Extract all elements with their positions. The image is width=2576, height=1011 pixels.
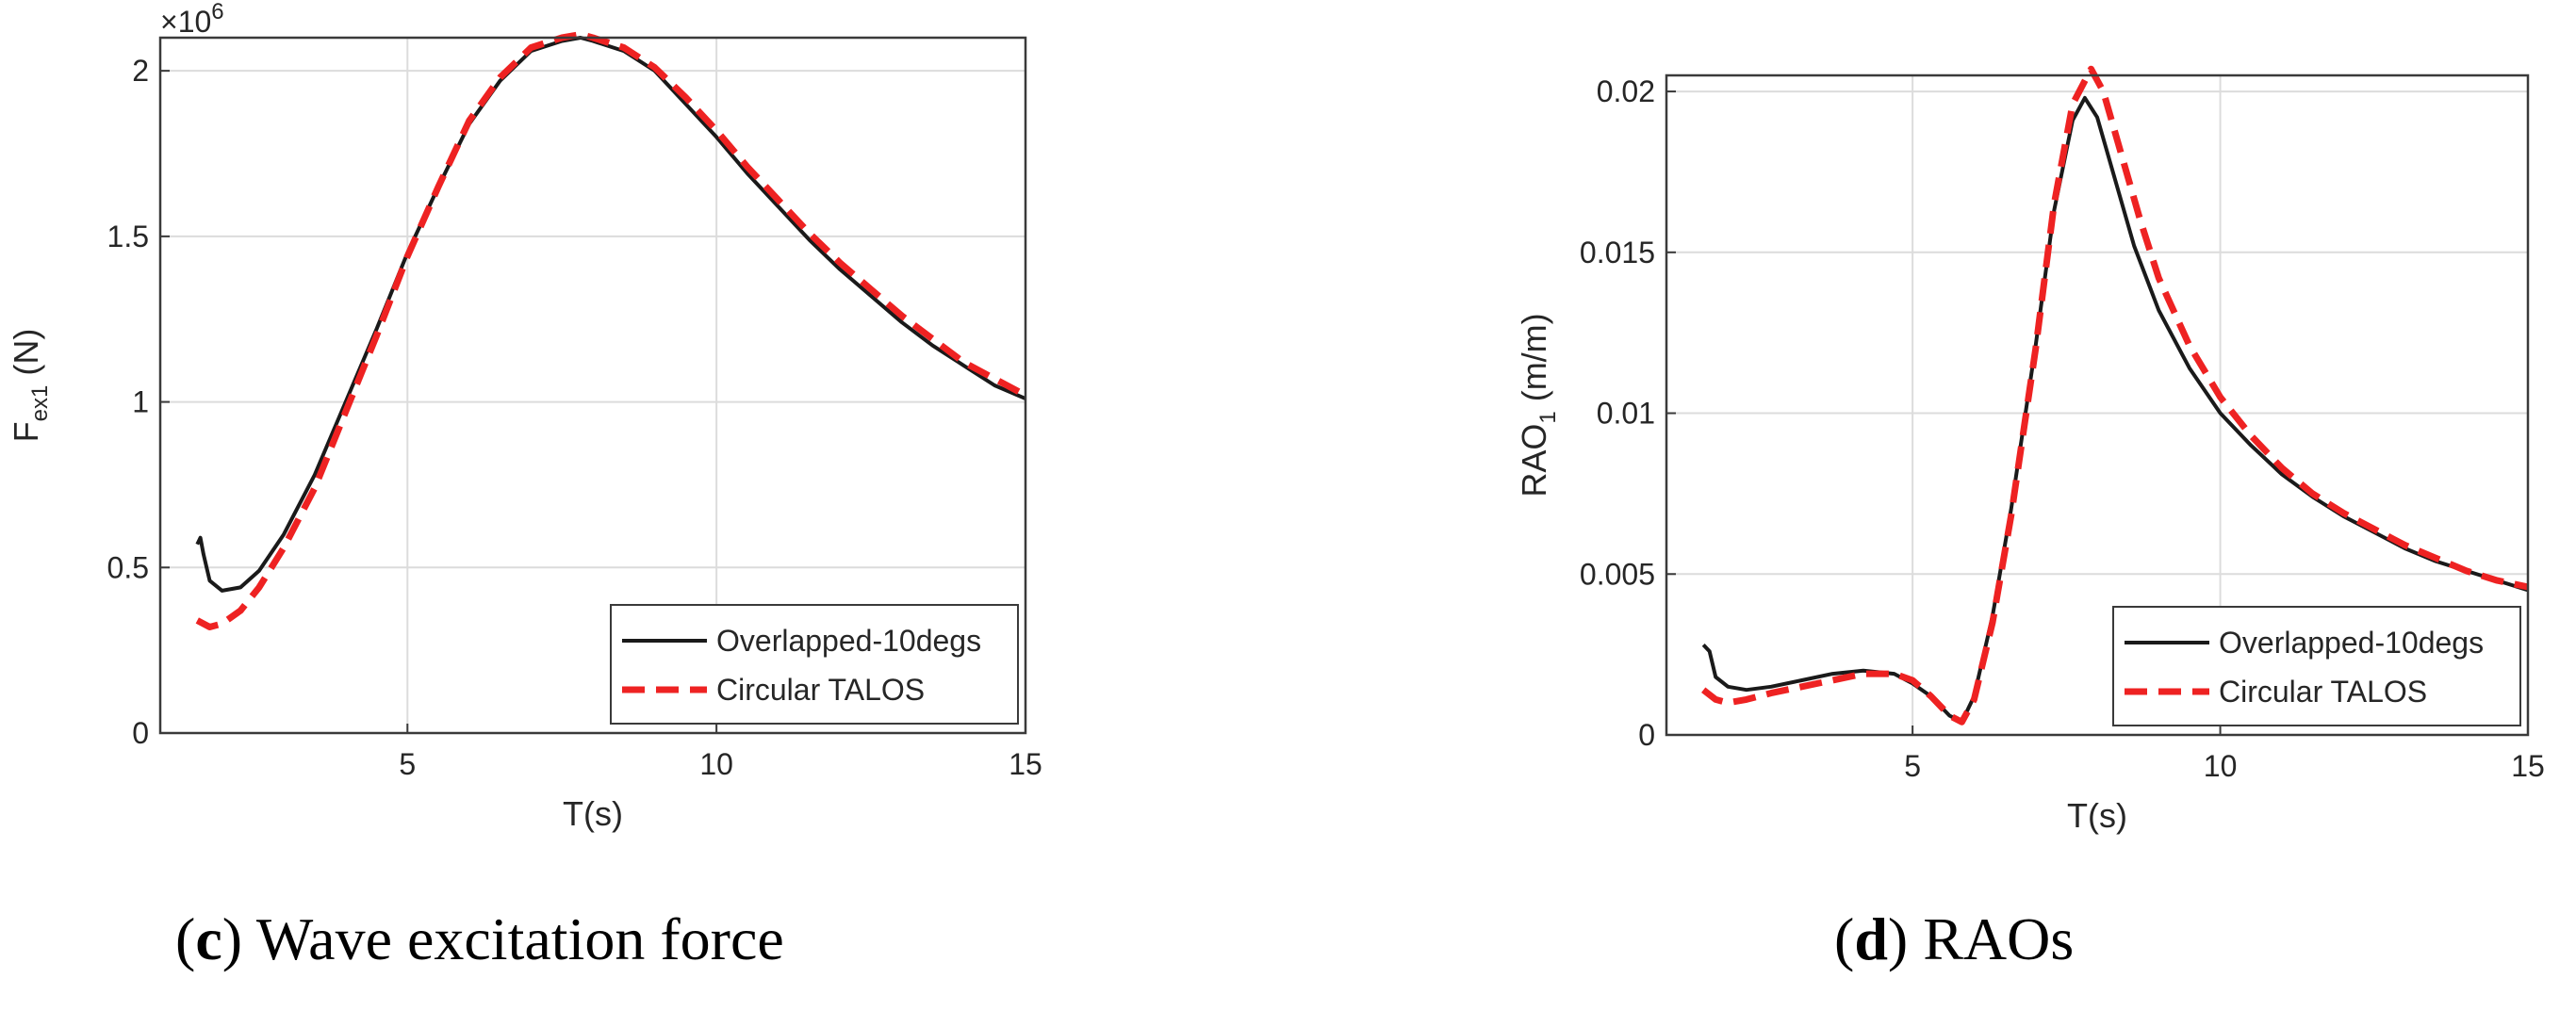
y-tick-label: 0.015: [1580, 236, 1655, 269]
y-axis-label: Fex1 (N): [7, 329, 53, 443]
series-line-circular-talos: [195, 31, 1027, 630]
chart-raos: 5 10 15 0 0.005 0.01 0.015 0.02 T(s) RAO1 (m/m) Ov…: [1515, 65, 2545, 835]
caption-label: c: [195, 905, 222, 972]
x-axis-label: T(s): [563, 794, 623, 833]
caption-wave-excitation-force: (c) Wave excitation force: [175, 905, 784, 972]
chart-wave-excitation-force: 5 10 15 0 0.5 1 1.5 2 T(s) Fex1 (N) ×106 Overlapped…: [7, 0, 1042, 833]
caption-text: Wave excitation force: [242, 905, 784, 972]
legend-label: Circular TALOS: [2219, 675, 2427, 709]
series-line-circular-talos: [1701, 65, 2529, 726]
caption-label: d: [1854, 905, 1888, 972]
y-tick-label: 1.5: [107, 220, 149, 253]
caption-raos: (d) RAOs: [1834, 905, 2075, 972]
legend-label: Overlapped-10degs: [716, 624, 981, 658]
y-axis-label: RAO1 (m/m): [1515, 313, 1561, 497]
legend-box: [610, 604, 1019, 725]
x-tick-label: 15: [2511, 749, 2545, 783]
y-tick-label: 0: [1638, 718, 1655, 752]
axes-box: [158, 36, 1027, 735]
y-tick-label: 0.01: [1597, 397, 1655, 431]
legend-label: Overlapped-10degs: [2219, 626, 2484, 660]
y-tick-label: 2: [132, 54, 149, 88]
y-tick-label: 0: [132, 716, 149, 750]
legend-box: [2112, 606, 2521, 726]
x-axis-label: T(s): [2067, 796, 2127, 835]
x-tick-label: 15: [1009, 747, 1042, 781]
x-tick-label: 10: [2204, 749, 2238, 783]
y-tick-label: 1: [132, 385, 149, 419]
legend-label: Circular TALOS: [716, 673, 925, 707]
y-tick-label: 0.02: [1597, 74, 1655, 108]
y-exponent-label: ×106: [160, 0, 224, 39]
x-tick-label: 10: [699, 747, 733, 781]
x-tick-label: 5: [1904, 749, 1921, 783]
caption-text: RAOs: [1908, 905, 2075, 972]
y-tick-label: 0.5: [107, 550, 149, 584]
x-tick-label: 5: [399, 747, 416, 781]
axes-box: [1665, 73, 2530, 737]
y-tick-label: 0.005: [1580, 557, 1655, 591]
